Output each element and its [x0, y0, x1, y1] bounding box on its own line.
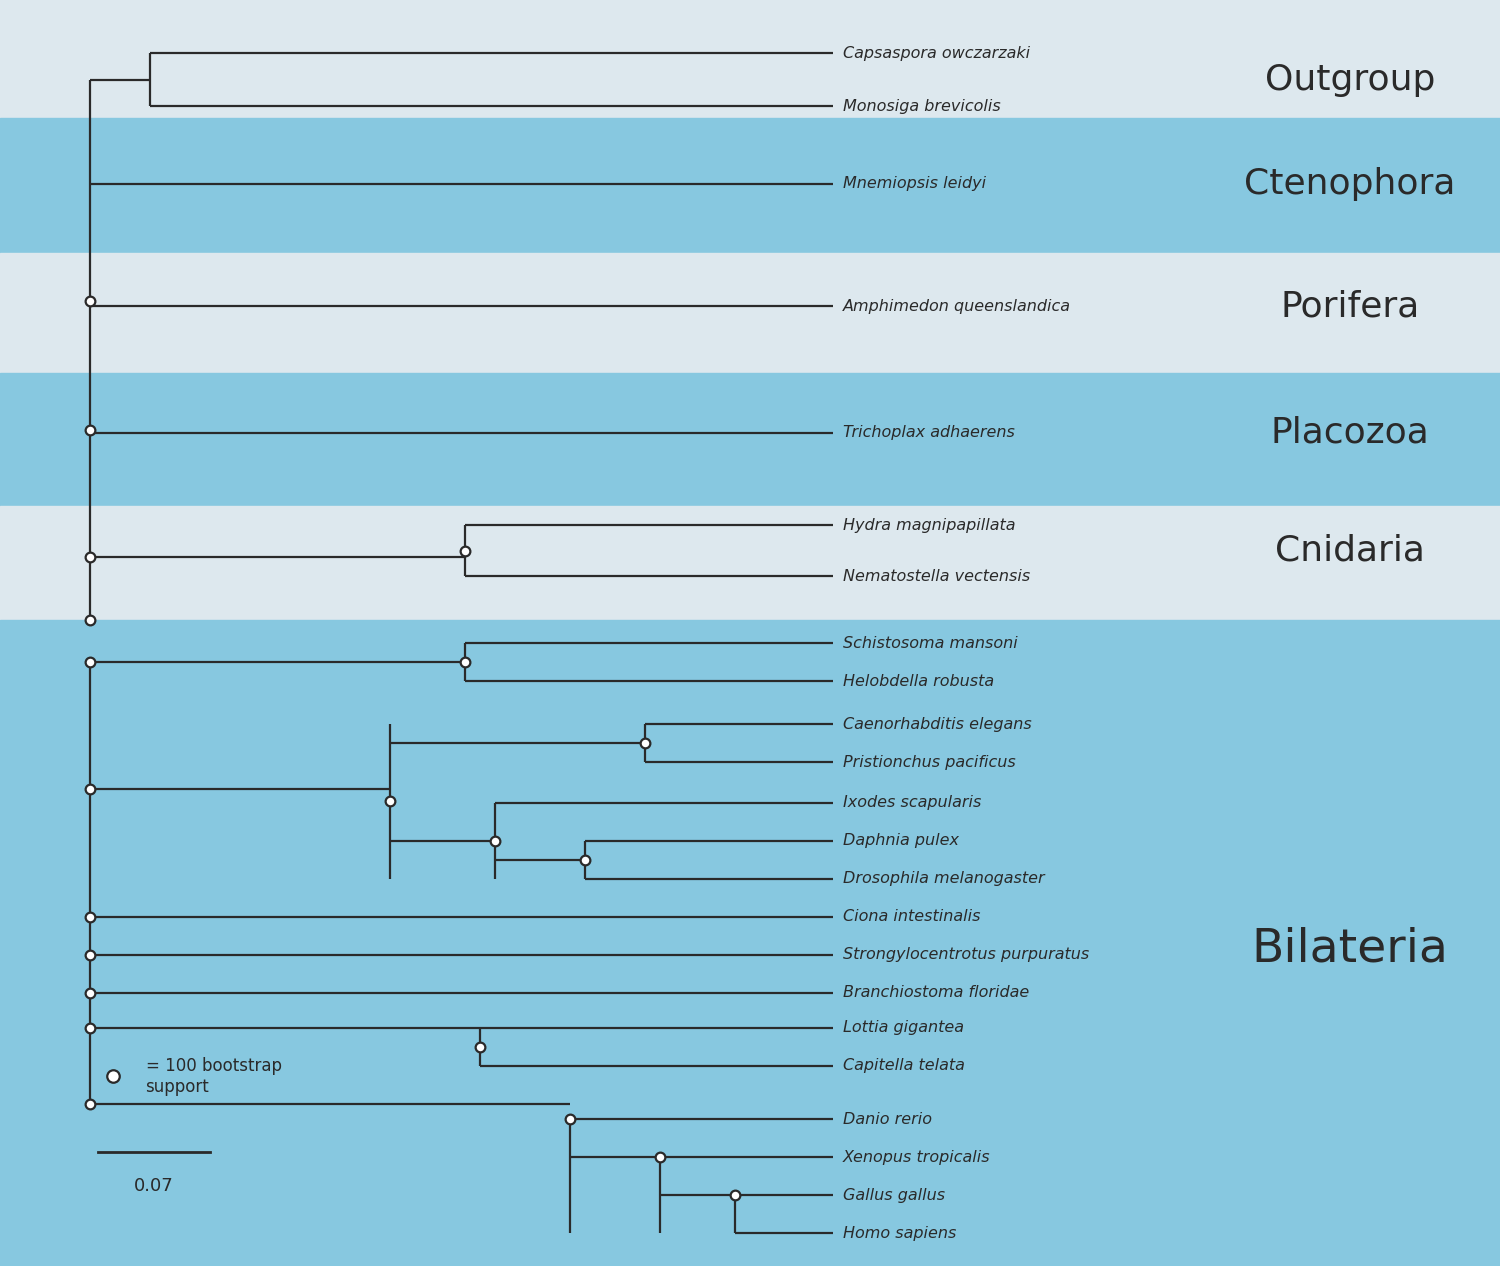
Text: 0.07: 0.07	[134, 1177, 174, 1195]
Text: Strongylocentrotus purpuratus: Strongylocentrotus purpuratus	[843, 947, 1089, 962]
Text: Schistosoma mansoni: Schistosoma mansoni	[843, 636, 1019, 651]
Bar	[0, 620, 1500, 1266]
Text: Trichoplax adhaerens: Trichoplax adhaerens	[843, 425, 1016, 441]
Text: Nematostella vectensis: Nematostella vectensis	[843, 568, 1030, 584]
Bar	[0, 373, 1500, 506]
Text: Hydra magnipapillata: Hydra magnipapillata	[843, 518, 1016, 533]
Text: Capitella telata: Capitella telata	[843, 1058, 964, 1074]
Text: Outgroup: Outgroup	[1264, 63, 1436, 96]
Text: Xenopus tropicalis: Xenopus tropicalis	[843, 1150, 990, 1165]
Text: = 100 bootstrap
support: = 100 bootstrap support	[146, 1057, 282, 1095]
Text: Capsaspora owczarzaki: Capsaspora owczarzaki	[843, 46, 1030, 61]
Text: Homo sapiens: Homo sapiens	[843, 1225, 957, 1241]
Text: Danio rerio: Danio rerio	[843, 1112, 932, 1127]
Text: Pristionchus pacificus: Pristionchus pacificus	[843, 755, 1016, 770]
Text: Cnidaria: Cnidaria	[1275, 534, 1425, 567]
Bar	[0, 506, 1500, 620]
Text: Mnemiopsis leidyi: Mnemiopsis leidyi	[843, 176, 986, 191]
Text: Ctenophora: Ctenophora	[1245, 167, 1455, 200]
Bar	[0, 253, 1500, 373]
Text: Caenorhabditis elegans: Caenorhabditis elegans	[843, 717, 1032, 732]
Text: Ciona intestinalis: Ciona intestinalis	[843, 909, 981, 924]
Text: Daphnia pulex: Daphnia pulex	[843, 833, 958, 848]
Text: Lottia gigantea: Lottia gigantea	[843, 1020, 964, 1036]
Text: Helobdella robusta: Helobdella robusta	[843, 674, 995, 689]
Text: Branchiostoma floridae: Branchiostoma floridae	[843, 985, 1029, 1000]
Bar	[0, 118, 1500, 253]
Text: Porifera: Porifera	[1281, 290, 1419, 323]
Text: Monosiga brevicolis: Monosiga brevicolis	[843, 99, 1001, 114]
Text: Gallus gallus: Gallus gallus	[843, 1188, 945, 1203]
Bar	[0, 0, 1500, 118]
Text: Drosophila melanogaster: Drosophila melanogaster	[843, 871, 1044, 886]
Text: Ixodes scapularis: Ixodes scapularis	[843, 795, 981, 810]
Text: Bilateria: Bilateria	[1251, 927, 1449, 972]
Text: Placozoa: Placozoa	[1270, 417, 1430, 449]
Text: Amphimedon queenslandica: Amphimedon queenslandica	[843, 299, 1071, 314]
